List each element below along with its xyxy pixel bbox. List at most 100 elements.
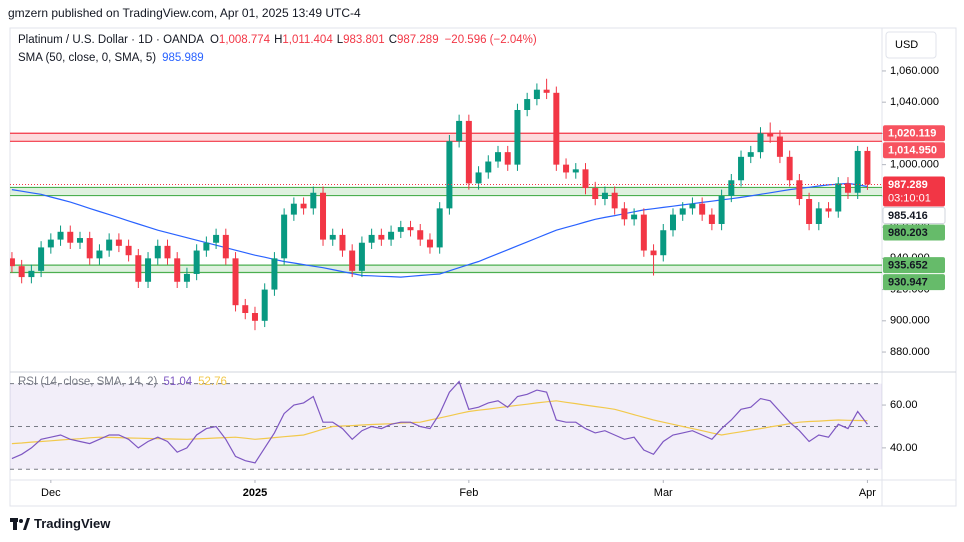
candle-body bbox=[718, 195, 725, 224]
candle-body bbox=[465, 120, 472, 184]
price-label-bg bbox=[883, 125, 945, 142]
x-tick-label: Dec bbox=[41, 487, 61, 499]
currency-box[interactable] bbox=[885, 31, 937, 59]
candle-body bbox=[38, 247, 45, 271]
price-label-bg bbox=[883, 142, 945, 159]
candle-body bbox=[349, 250, 356, 271]
candle-body bbox=[495, 152, 502, 162]
footer: TradingView bbox=[10, 516, 110, 531]
candle-body bbox=[456, 120, 463, 142]
candle-body bbox=[553, 92, 560, 165]
y-tick-label: 1,040.000 bbox=[890, 96, 939, 108]
symbol-title: Platinum / U.S. Dollar · 1D · OANDA bbox=[18, 34, 204, 46]
ohlc-key: C bbox=[388, 34, 398, 46]
price-pane bbox=[10, 78, 882, 331]
ohlc-key: L bbox=[336, 34, 344, 46]
price-label-bg bbox=[883, 176, 945, 207]
candle-body bbox=[485, 161, 492, 173]
candle-body bbox=[47, 239, 54, 248]
candle-body bbox=[504, 152, 511, 165]
y-tick-label: 880.000 bbox=[890, 346, 930, 358]
candle-body bbox=[193, 250, 200, 274]
candle-body bbox=[806, 199, 813, 224]
candle-body bbox=[28, 270, 35, 278]
candle-body bbox=[640, 214, 647, 251]
y-tick-label: 900.000 bbox=[890, 315, 930, 327]
sma-value: 985.989 bbox=[162, 52, 204, 64]
zone bbox=[10, 265, 882, 273]
candle-body bbox=[300, 203, 307, 209]
candle-body bbox=[145, 258, 152, 282]
price-label-bg bbox=[883, 257, 945, 274]
rsi-value: 51.04 bbox=[163, 376, 193, 388]
candle-body bbox=[631, 214, 638, 220]
candle-body bbox=[174, 258, 181, 282]
rsi-name: RSI (14, close, SMA, 14, 2) bbox=[18, 376, 158, 388]
ohlc-value: 1,011.404 bbox=[282, 34, 333, 46]
brand-logo bbox=[10, 517, 30, 530]
zone bbox=[10, 133, 882, 142]
price-label: 1,014.950 bbox=[888, 145, 937, 157]
candle-body bbox=[679, 208, 686, 215]
candle-body bbox=[854, 150, 861, 193]
candle-body bbox=[213, 234, 220, 243]
ohlc: O1,008.774 H1,011.404 L983.801 C987.289 bbox=[210, 34, 439, 46]
candle-body bbox=[436, 208, 443, 248]
candle-body bbox=[621, 208, 628, 220]
candle-body bbox=[106, 239, 113, 251]
candle-body bbox=[222, 234, 229, 259]
x-tick-label: Feb bbox=[459, 487, 478, 499]
candle-body bbox=[154, 245, 161, 259]
candle-body bbox=[164, 245, 171, 259]
countdown: 03:10:01 bbox=[888, 192, 931, 204]
price-label: 985.416 bbox=[888, 210, 928, 222]
candle-body bbox=[582, 169, 589, 189]
ohlc-value: 983.801 bbox=[343, 34, 385, 46]
candle-body bbox=[426, 239, 433, 248]
ohlc-item: C987.289 bbox=[389, 34, 439, 46]
rsi-sma-value: 52.76 bbox=[198, 376, 227, 388]
candle-body bbox=[699, 203, 706, 215]
candle-body bbox=[747, 152, 754, 157]
price-label: 935.652 bbox=[888, 260, 928, 272]
candle-body bbox=[290, 203, 297, 215]
rsi-tick-label: 40.00 bbox=[890, 442, 918, 454]
ohlc-key: O bbox=[209, 34, 219, 46]
candle-body bbox=[767, 133, 774, 137]
ohlc-key: H bbox=[274, 34, 283, 46]
change: −20.596 (−2.04%) bbox=[444, 34, 537, 46]
candle-body bbox=[660, 230, 667, 256]
candle-body bbox=[669, 214, 676, 231]
candle-body bbox=[825, 208, 832, 212]
price-label: 1,020.119 bbox=[888, 128, 936, 140]
currency: USD bbox=[895, 39, 918, 51]
legend-main: Platinum / U.S. Dollar · 1D · OANDA O 1,0… bbox=[18, 34, 537, 46]
ohlc-item: H1,011.404 bbox=[274, 34, 333, 46]
candle-body bbox=[96, 250, 103, 259]
candle-body bbox=[57, 231, 64, 240]
ohlc-value: 987.289 bbox=[397, 34, 439, 46]
candle-body bbox=[689, 203, 696, 209]
candle-body bbox=[611, 192, 618, 209]
brand: TradingView bbox=[34, 516, 111, 531]
candle-body bbox=[563, 164, 570, 173]
candle-body bbox=[310, 192, 317, 209]
candle-body bbox=[650, 250, 657, 256]
header: gmzern published on TradingView.com, Apr… bbox=[8, 6, 361, 20]
candle-body bbox=[76, 238, 83, 243]
ohlc-item: L983.801 bbox=[337, 34, 385, 46]
candle-body bbox=[397, 227, 404, 232]
price-label: 987.289 bbox=[888, 179, 928, 191]
price-label-bg bbox=[883, 224, 945, 241]
candle-body bbox=[67, 231, 74, 243]
price-label: 980.203 bbox=[888, 227, 928, 239]
candle-body bbox=[815, 208, 822, 224]
candle-body bbox=[543, 89, 550, 93]
candle-body bbox=[592, 188, 599, 199]
rsi-tick-label: 60.00 bbox=[890, 399, 918, 411]
candle-body bbox=[261, 289, 268, 321]
candle-body bbox=[358, 242, 365, 271]
zone bbox=[10, 187, 882, 196]
candle-body bbox=[135, 255, 142, 282]
